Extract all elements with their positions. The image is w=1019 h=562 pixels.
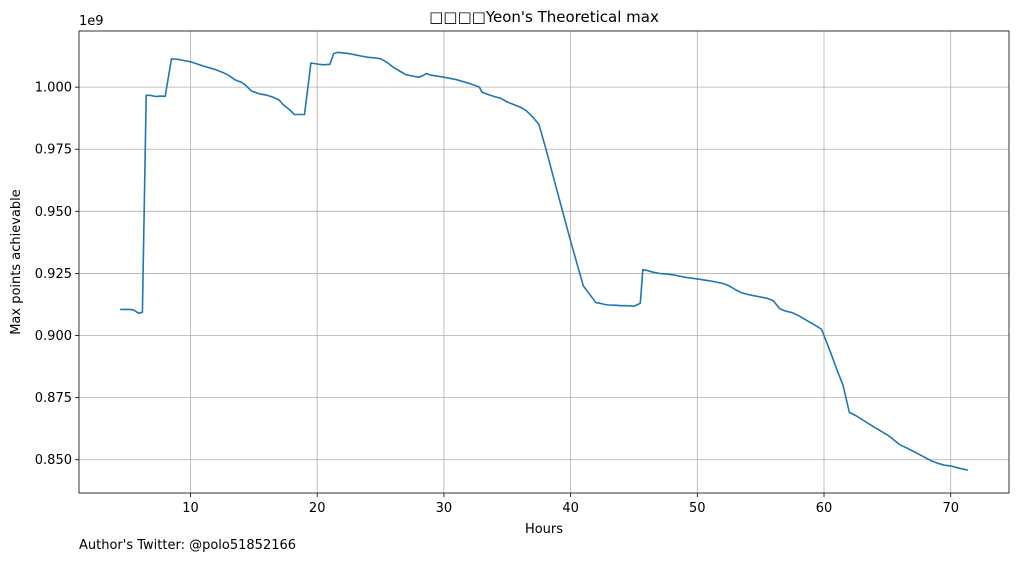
series-line bbox=[120, 51, 969, 471]
x-axis-label: Hours bbox=[525, 522, 563, 537]
x-tick-label: 10 bbox=[182, 501, 199, 516]
y-axis-label: Max points achievable bbox=[9, 189, 24, 335]
x-tick-label: 20 bbox=[309, 501, 326, 516]
y-tick-label: 0.975 bbox=[35, 143, 72, 158]
x-tick-label: 40 bbox=[562, 501, 579, 516]
y-tick-label: 0.900 bbox=[35, 329, 72, 344]
y-axis-offset-label: 1e9 bbox=[79, 14, 104, 29]
x-tick-label: 70 bbox=[942, 501, 959, 516]
x-tick-label: 30 bbox=[436, 501, 453, 516]
author-credit: Author's Twitter: @polo51852166 bbox=[79, 538, 297, 553]
y-tick-label: 0.850 bbox=[35, 453, 72, 468]
plot-frame bbox=[78, 30, 1010, 494]
plot-background bbox=[79, 31, 1009, 493]
chart-title: □□□□Yeon's Theoretical max bbox=[429, 8, 659, 26]
y-tick-label: 0.925 bbox=[35, 267, 72, 282]
x-tick-label: 60 bbox=[816, 501, 833, 516]
y-tick-label: 1.000 bbox=[35, 81, 72, 96]
grid bbox=[79, 31, 1009, 493]
x-tick-label: 50 bbox=[689, 501, 706, 516]
y-tick-label: 0.950 bbox=[35, 205, 72, 220]
x-axis-ticks: 10 20 30 40 50 60 70 bbox=[182, 493, 959, 516]
y-tick-label: 0.875 bbox=[35, 391, 72, 406]
series-layer bbox=[120, 51, 969, 471]
y-axis-ticks: 0.850 0.875 0.900 0.925 0.950 0.975 1.000 bbox=[35, 81, 79, 468]
